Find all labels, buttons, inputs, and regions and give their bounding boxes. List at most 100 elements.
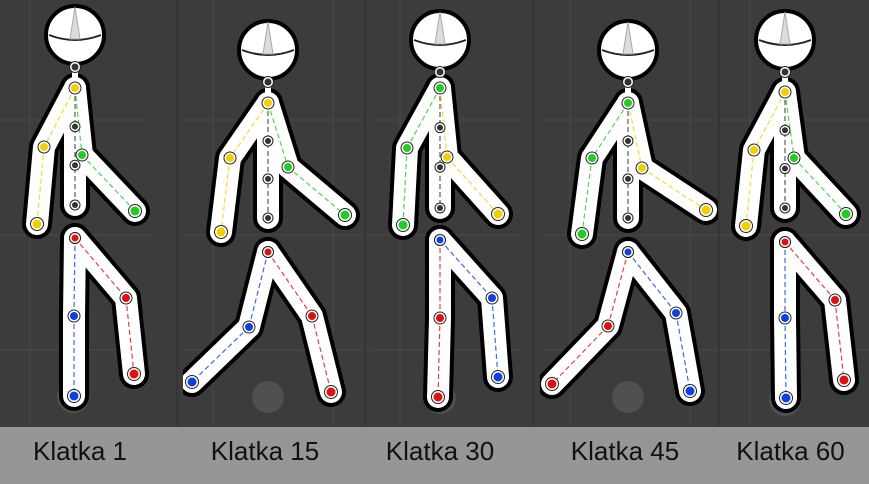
bone-guide (491, 297, 499, 378)
joint-spine (72, 162, 78, 169)
frame-panel-1 (0, 0, 150, 427)
joint-back-leg (433, 392, 443, 402)
joint-back-arm (398, 220, 408, 230)
bone-guide (607, 251, 629, 327)
stick-figure-frame-60 (720, 0, 869, 427)
head-line (241, 49, 295, 56)
bone-guide (287, 166, 346, 216)
joint-back-arm (588, 154, 596, 162)
bone-guide (267, 251, 313, 317)
joint-front-leg (122, 294, 130, 302)
joint-shoulder (71, 84, 79, 92)
bone-guide (437, 317, 441, 398)
bone-guide (402, 147, 408, 226)
bone-guide (784, 91, 795, 159)
joint-front-arm (284, 163, 292, 171)
ground-shadow (612, 381, 644, 413)
bone-guide (784, 317, 787, 399)
bone-guide (191, 326, 250, 383)
head-line (413, 39, 467, 46)
frame-divider (532, 0, 534, 427)
bone-guide (675, 312, 691, 392)
stick-figure-frame-45 (540, 0, 720, 427)
frame-caption-30: Klatka 30 (385, 436, 495, 466)
joint-back-arm (32, 219, 42, 229)
joint-front-leg (493, 372, 503, 382)
joint-front-leg (488, 294, 496, 302)
joint-hip-front (71, 234, 79, 242)
joint-back-arm (750, 146, 758, 154)
joint-spine (72, 123, 78, 130)
bone-guide (81, 154, 136, 212)
bone-head (622, 21, 634, 55)
bone-guide (834, 299, 845, 381)
joint-hip (625, 215, 631, 221)
ground-shadow (252, 381, 284, 413)
head-line (758, 39, 812, 46)
joint-shoulder (624, 99, 632, 107)
joint-back-arm (403, 144, 411, 152)
joint-front-leg (839, 375, 849, 385)
joint-spine (625, 137, 631, 144)
bone-guide (627, 102, 643, 169)
joint-back-leg (69, 391, 79, 401)
joint-neck (264, 78, 272, 86)
joint-hip (782, 205, 788, 211)
joint-front-leg (308, 312, 316, 320)
frame-divider (718, 0, 720, 427)
frame-caption-45: Klatka 45 (570, 436, 680, 466)
bone-head (69, 6, 81, 40)
bone-guide (793, 157, 847, 215)
joint-neck (781, 68, 789, 76)
bone-guide (551, 325, 609, 385)
bone-guide (220, 157, 231, 233)
joint-front-leg (326, 387, 336, 397)
joint-back-leg (187, 377, 197, 387)
joint-front-leg (685, 386, 695, 396)
joint-front-arm (493, 209, 503, 219)
bone-guide (74, 87, 83, 156)
bone-guide (439, 87, 448, 158)
frame-panel-30 (370, 0, 520, 427)
joint-front-leg (672, 309, 680, 317)
joint-hip-front (781, 238, 789, 246)
bone-head (779, 11, 791, 45)
bone-guide (784, 241, 836, 301)
frame-caption-60: Klatka 60 (736, 436, 845, 466)
bone-guide (229, 102, 269, 159)
frame-caption-15: Klatka 15 (210, 436, 320, 466)
frame-divider (364, 0, 366, 427)
joint-back-leg (70, 312, 78, 320)
animation-frames-strip (0, 0, 869, 427)
bone-guide (591, 102, 629, 159)
bone-guide (753, 91, 786, 151)
joint-front-arm (78, 151, 86, 159)
joint-spine (265, 137, 271, 144)
joint-front-arm (130, 206, 140, 216)
joint-shoulder (781, 88, 789, 96)
bone-guide (36, 146, 45, 225)
joint-spine (625, 175, 631, 182)
joint-shoulder (264, 99, 272, 107)
bone-guide (311, 315, 332, 393)
joint-front-arm (841, 209, 851, 219)
head-line (601, 49, 655, 56)
joint-back-arm (741, 221, 751, 231)
bone-guide (43, 87, 76, 148)
joint-back-arm (577, 229, 587, 239)
joint-hip (265, 215, 271, 221)
joint-back-leg (245, 323, 253, 331)
joint-back-arm (216, 227, 226, 237)
joint-neck (436, 68, 444, 76)
stick-figure-frame-1 (0, 0, 150, 427)
bone-guide (74, 237, 127, 299)
bone-guide (125, 297, 135, 375)
bone-guide (248, 251, 269, 328)
joint-front-arm (790, 154, 798, 162)
frame-divider (176, 0, 178, 427)
joint-spine (437, 164, 443, 171)
joint-front-leg (831, 296, 839, 304)
joint-hip-front (436, 236, 444, 244)
joint-back-leg (781, 314, 789, 322)
joint-front-arm (701, 205, 711, 215)
